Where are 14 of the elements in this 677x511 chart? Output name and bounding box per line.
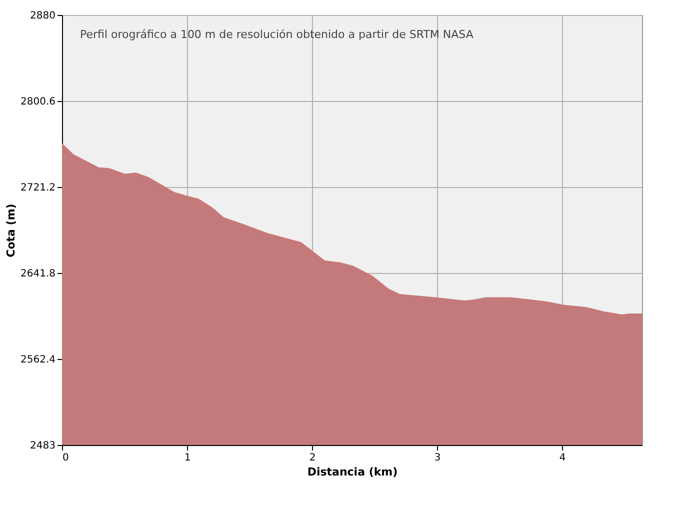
x-tick-label: 1	[184, 452, 191, 464]
y-tick-label: 2880	[30, 10, 56, 22]
x-tick-label: 0	[62, 452, 69, 464]
y-tick-label: 2721.2	[20, 182, 56, 194]
annotation: Perfil orográfico a 100 m de resolución obtenido a partir de SRTM NASA	[80, 28, 474, 41]
y-axis-title: Cota (m)	[4, 204, 18, 258]
y-tick-label: 2800.6	[20, 96, 56, 108]
x-tick-label: 4	[559, 452, 566, 464]
x-tick-label: 3	[434, 452, 441, 464]
y-tick-label: 2562.4	[20, 354, 56, 366]
x-axis-title: Distancia (km)	[307, 466, 398, 478]
x-tick-label: 2	[309, 452, 316, 464]
y-tick-label: 2641.8	[20, 268, 56, 280]
y-tick-label: 2483	[30, 440, 56, 452]
